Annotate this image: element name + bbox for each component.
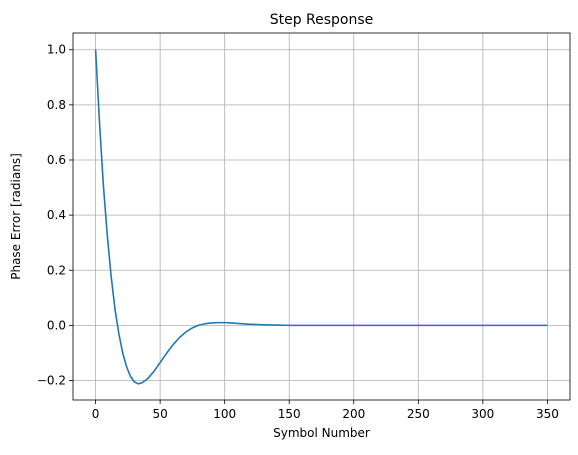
- x-axis-label: Symbol Number: [273, 426, 370, 440]
- x-tick-label: 300: [471, 407, 494, 421]
- y-tick-label: 0.4: [47, 208, 66, 222]
- series-line: [94, 49, 548, 385]
- plot-area-frame: [72, 32, 571, 401]
- series-layer: [94, 49, 548, 385]
- y-axis-ticks: −0.2 0.0 0.2 0.4 0.6 0.8 1.0: [37, 43, 73, 388]
- y-tick-label: 0.0: [47, 318, 66, 332]
- y-tick-label: 0.6: [47, 153, 66, 167]
- x-tick-label: 350: [536, 407, 559, 421]
- x-tick-label: 50: [152, 407, 167, 421]
- x-tick-label: 150: [278, 407, 301, 421]
- y-tick-label: −0.2: [37, 374, 66, 388]
- x-tick-label: 0: [92, 407, 100, 421]
- x-tick-label: 250: [407, 407, 430, 421]
- y-tick-label: 1.0: [47, 43, 66, 57]
- x-axis-ticks: 0 50 100 150 200 250 300 350: [92, 400, 559, 421]
- y-tick-label: 0.2: [47, 263, 66, 277]
- y-tick-label: 0.8: [47, 98, 66, 112]
- x-tick-label: 100: [213, 407, 236, 421]
- x-tick-label: 200: [342, 407, 365, 421]
- y-axis-label: Phase Error [radians]: [9, 153, 23, 280]
- chart-title: Step Response: [270, 12, 374, 28]
